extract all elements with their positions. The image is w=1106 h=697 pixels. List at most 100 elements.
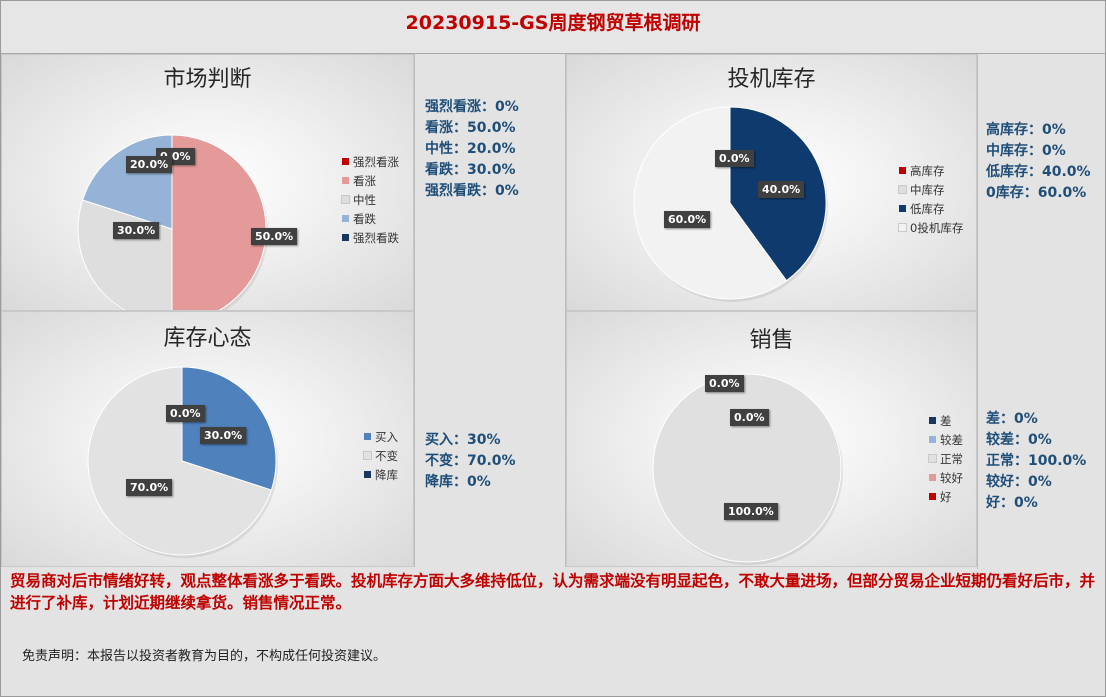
legend-item: 降库 [364,467,398,483]
legend-label: 较差 [940,433,963,447]
summary-inventory-sentiment: 买入：30% 不变：70.0% 降库：0% [414,311,566,567]
data-label: 100.0% [724,503,778,520]
legend-swatch [928,454,937,463]
pie-sales [652,373,843,565]
summary-line: 买入：30% [425,432,501,448]
legend-label: 不变 [375,449,398,463]
data-label: 70.0% [126,479,173,496]
chart-title: 库存心态 [163,326,252,351]
summary-line: 看涨：50.0% [425,120,516,136]
legend-label: 较好 [940,471,963,485]
summary-line: 中库存：0% [986,143,1066,159]
data-label: 30.0% [113,222,160,239]
summary-sales: 差：0% 较差：0% 正常：100.0% 较好：0% 好：0% [977,311,1105,569]
chart-market-judgment: 市场判断 强烈看涨 看涨 中性 看跌 强烈看跌 0.0% 50.0% 30.0% 20.0% [1,54,414,311]
legend-item: 买入 [364,429,398,445]
summary-market-judgment: 强烈看涨：0% 看涨：50.0% 中性：20.0% 看跌：30.0% 强烈看跌：0% [414,54,566,311]
chart-title: 销售 [749,328,794,353]
data-label: 60.0% [664,211,711,228]
pie-speculative-inventory [633,106,828,302]
summary-line: 好：0% [986,495,1038,511]
data-label: 0.0% [705,375,744,392]
legend-item: 0投机库存 [898,220,964,236]
summary-line: 较差：0% [986,432,1052,448]
legend-item: 高库存 [899,163,945,179]
market-commentary: 贸易商对后市情绪好转，观点整体看涨多于看跌。投机库存方面大多维持低位，认为需求端… [10,571,1096,612]
legend-label: 中性 [353,193,376,207]
legend-item: 中性 [341,192,376,208]
legend-swatch [929,474,936,481]
legend-label: 看涨 [353,174,376,188]
legend-item: 较差 [929,432,963,448]
legend-swatch [342,158,349,165]
legend-swatch [898,223,907,232]
data-label: 40.0% [758,181,805,198]
legend-swatch [364,433,371,440]
chart-title: 市场判断 [163,67,252,92]
data-label: 0.0% [730,409,769,426]
summary-line: 强烈看涨：0% [425,99,519,115]
legend-item: 强烈看跌 [342,230,399,246]
data-label: 30.0% [200,427,247,444]
data-label: 20.0% [126,156,173,173]
summary-speculative-inventory: 高库存：0% 中库存：0% 低库存：40.0% 0库存：60.0% [977,54,1105,311]
summary-line: 看跌：30.0% [425,162,516,178]
legend-swatch [364,471,371,478]
legend-item: 强烈看涨 [342,154,399,170]
chart-title: 投机库存 [727,67,816,92]
legend-swatch [363,451,372,460]
legend-label: 正常 [940,452,963,466]
legend-label: 强烈看跌 [353,231,399,245]
summary-line: 低库存：40.0% [986,164,1091,180]
legend-label: 高库存 [910,164,945,178]
legend-label: 低库存 [910,202,945,216]
report-title: 20230915-GS周度钢贸草根调研 [405,12,701,34]
legend-swatch [899,167,906,174]
legend-swatch [929,417,936,424]
legend-swatch [342,215,349,222]
legend-swatch [341,195,350,204]
legend-swatch [342,177,349,184]
disclaimer: 免责声明：本报告以投资者教育为目的，不构成任何投资建议。 [22,649,387,664]
summary-line: 差：0% [986,411,1038,427]
summary-line: 较好：0% [986,474,1052,490]
legend-item: 低库存 [899,201,945,217]
legend-label: 中库存 [910,183,945,197]
data-label: 0.0% [715,150,754,167]
legend-swatch [929,493,936,500]
data-label: 50.0% [251,228,298,245]
legend-swatch [899,205,906,212]
summary-line: 降库：0% [425,474,491,490]
summary-line: 中性：20.0% [425,141,516,157]
pie-slice-3 [633,106,788,300]
chart-speculative-inventory: 投机库存 高库存中库存低库存 0投机库存 0.0% 40.0% 60.0% [566,54,977,311]
report-header: 20230915-GS周度钢贸草根调研 [1,1,1105,54]
legend-label: 强烈看涨 [353,155,399,169]
summary-line: 正常：100.0% [986,453,1087,469]
legend-item: 好 [929,489,952,505]
pie-inventory-sentiment [87,366,278,558]
summary-line: 高库存：0% [986,122,1066,138]
legend-item: 看涨 [342,173,376,189]
legend-label: 好 [940,490,952,504]
pie-slice-1 [87,366,273,556]
legend-label: 买入 [375,430,398,444]
chart-sales: 销售 差较差正常较好好 0.0% 0.0% 100.0% [566,311,977,567]
legend-swatch [898,185,907,194]
pie-slice-2 [652,373,842,563]
chart-inventory-sentiment: 库存心态 买入不变降库 30.0% 70.0% 0.0% [1,311,414,567]
legend-item: 不变 [363,448,398,464]
legend-label: 看跌 [353,212,376,226]
legend-item: 差 [929,413,952,429]
legend-label: 0投机库存 [910,221,964,235]
legend-item: 较好 [929,470,963,486]
legend-swatch [929,436,936,443]
legend-item: 中库存 [898,182,945,198]
legend-label: 差 [940,414,952,428]
summary-line: 0库存：60.0% [986,185,1087,201]
legend-item: 看跌 [342,211,376,227]
summary-line: 不变：70.0% [425,453,516,469]
legend-label: 降库 [375,468,398,482]
data-label: 0.0% [166,405,205,422]
legend-swatch [342,234,349,241]
